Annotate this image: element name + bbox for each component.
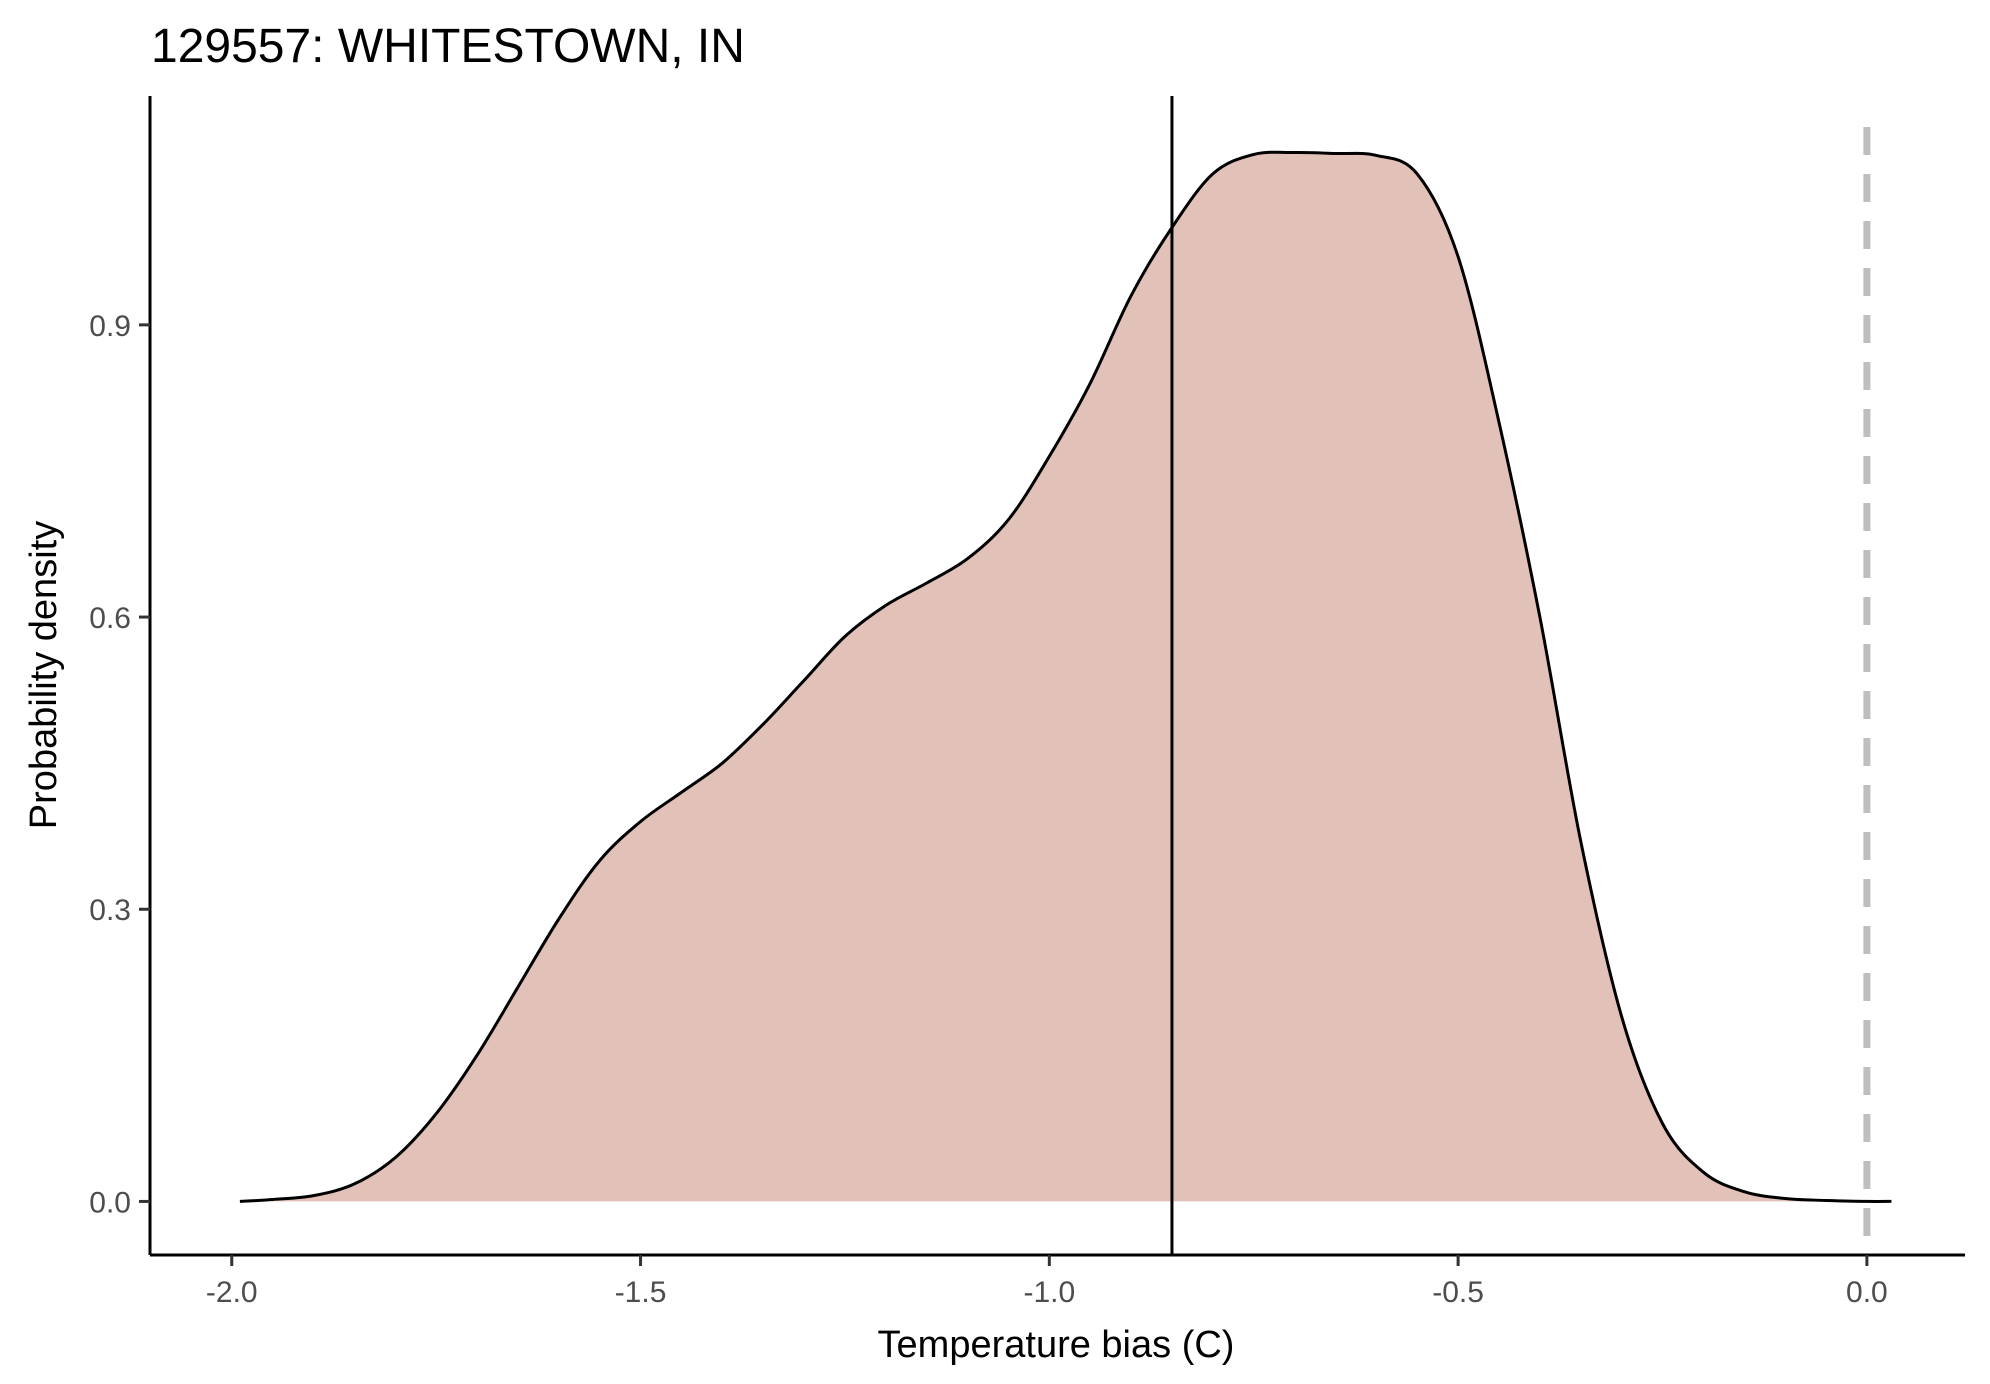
y-tick-label: 0.6 <box>89 602 131 635</box>
x-tick-label: -0.5 <box>1432 1276 1484 1309</box>
x-ticks: -2.0 -1.5 -1.0 -0.5 0.0 <box>206 1255 1888 1309</box>
y-ticks: 0.0 0.3 0.6 0.9 <box>89 310 150 1219</box>
x-axis-title: Temperature bias (C) <box>878 1324 1235 1366</box>
x-tick-label: 0.0 <box>1846 1276 1888 1309</box>
density-curve <box>239 150 1892 1203</box>
chart-title: 129557: WHITESTOWN, IN <box>151 20 745 73</box>
y-axis-title: Probability density <box>23 521 65 829</box>
density-fill <box>239 152 1892 1202</box>
y-tick-label: 0.3 <box>89 894 131 927</box>
plot-area <box>239 96 1892 1255</box>
x-tick-label: -2.0 <box>206 1276 258 1309</box>
axes <box>148 96 1965 1257</box>
x-tick-label: -1.0 <box>1023 1276 1075 1309</box>
x-tick-label: -1.5 <box>615 1276 667 1309</box>
y-tick-label: 0.0 <box>89 1186 131 1219</box>
y-tick-label: 0.9 <box>89 310 131 343</box>
